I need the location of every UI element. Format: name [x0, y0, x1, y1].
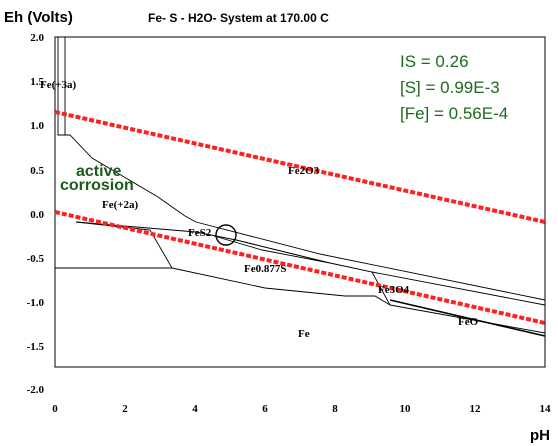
label-fe2a: Fe(+2a)	[102, 199, 139, 211]
x-tick-label: 12	[470, 403, 482, 415]
chart-title: Fe- S - H2O- System at 170.00 C	[148, 11, 329, 25]
parameters-block: IS = 0.26 [S] = 0.99E-3 [Fe] = 0.56E-4	[400, 52, 508, 123]
fe2a-upper-boundary	[58, 134, 197, 223]
x-tick-labels: 0 2 4 6 8 10 12 14	[52, 403, 551, 415]
x-axis-title: pH	[530, 427, 550, 444]
feo-upper-boundary	[389, 304, 546, 334]
plot-frame	[54, 36, 546, 368]
annotation-line-2: corrosion	[60, 177, 134, 194]
x-tick-label: 0	[52, 403, 58, 415]
x-tick-label: 8	[332, 403, 338, 415]
fe0877s-lower-boundary	[171, 267, 391, 306]
y-axis-title: Eh (Volts)	[4, 9, 73, 26]
param-iron: [Fe] = 0.56E-4	[400, 104, 508, 123]
label-fe2o3: Fe2O3	[288, 165, 320, 177]
x-tick-label: 14	[540, 403, 552, 415]
water-lower-line	[54, 210, 546, 325]
y-tick-label: 1.5	[30, 76, 44, 88]
x-tick-label: 6	[262, 403, 268, 415]
label-fes2: FeS2	[188, 227, 212, 239]
fe2a-lower-boundary	[75, 221, 173, 269]
y-tick-labels: 2.0 1.5 1.0 0.5 0.0 -0.5 -1.0 -1.5 -2.0	[27, 32, 45, 396]
x-tick-label: 2	[122, 403, 128, 415]
annotation-line-1: active	[76, 163, 121, 180]
label-fe: Fe	[298, 328, 310, 340]
feo-lower-boundary	[389, 299, 546, 337]
stability-boundaries	[55, 37, 546, 337]
label-feo: FeO	[458, 316, 479, 328]
x-tick-label: 4	[192, 403, 198, 415]
x-tick-label: 10	[400, 403, 412, 415]
fes2-wedge	[213, 235, 331, 264]
y-tick-label: -1.0	[27, 297, 45, 309]
fe2o3-lower-boundary	[195, 221, 546, 301]
y-tick-label: 2.0	[30, 32, 44, 44]
y-tick-label: -1.5	[27, 341, 45, 353]
marker-circle	[215, 224, 237, 246]
y-tick-label: 0.0	[30, 209, 44, 221]
label-fe0877s: Fe0.877S	[244, 263, 286, 275]
y-tick-label: -2.0	[27, 384, 45, 396]
fe3o4-upper-boundary	[371, 271, 546, 306]
param-sulfur: [S] = 0.99E-3	[400, 78, 500, 97]
param-ionic-strength: IS = 0.26	[400, 52, 469, 71]
y-tick-label: 0.5	[30, 165, 44, 177]
species-labels: Fe(+3a) Fe(+2a) Fe2O3 FeS2 Fe0.877S Fe3O…	[40, 79, 479, 340]
y-tick-label: -0.5	[27, 253, 45, 265]
label-fe3a: Fe(+3a)	[40, 79, 77, 91]
y-tick-label: 1.0	[30, 120, 44, 132]
label-fe3o4: Fe3O4	[378, 284, 410, 296]
active-corrosion-annotation: active corrosion	[60, 163, 134, 194]
